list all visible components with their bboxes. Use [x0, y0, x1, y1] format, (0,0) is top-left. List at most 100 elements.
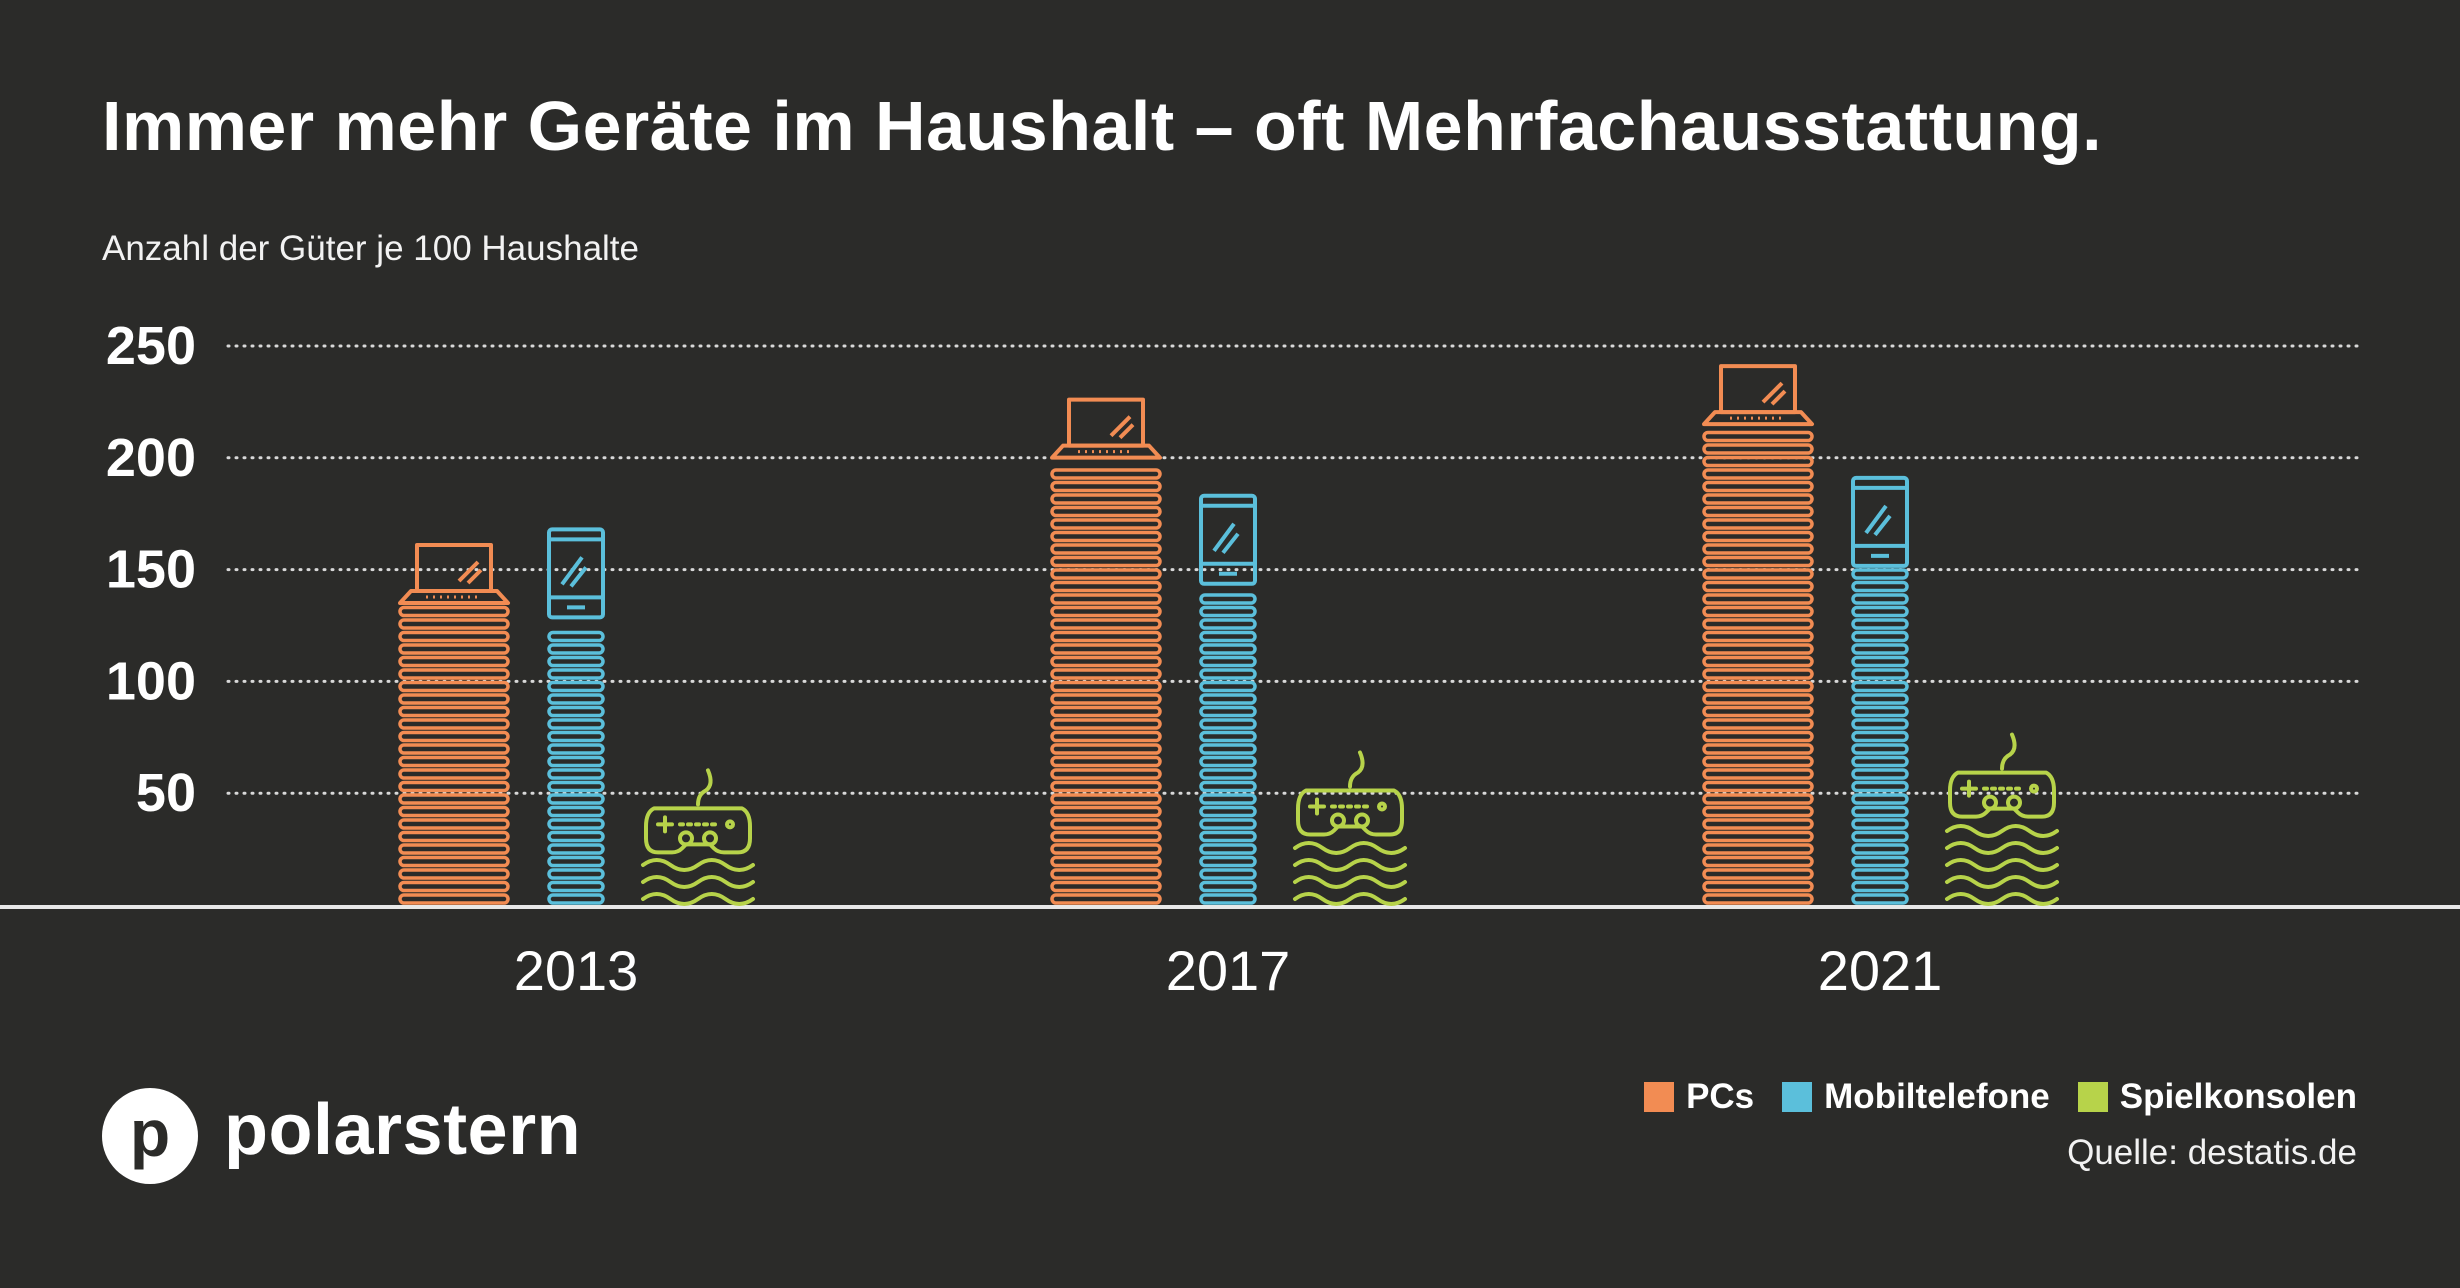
stack-line	[1293, 841, 1407, 855]
stack-line	[1050, 643, 1162, 655]
stack-line	[1851, 680, 1909, 693]
stack-line	[398, 618, 510, 630]
stack-line	[1050, 880, 1162, 893]
stack-line	[1199, 830, 1257, 843]
stack-line	[1851, 618, 1909, 630]
laptop-screen	[1719, 364, 1797, 415]
stack-line	[1293, 892, 1407, 906]
stack-line	[1702, 630, 1814, 643]
stack-line	[398, 730, 510, 743]
bar-group-2013: 2013	[398, 527, 755, 1002]
stack-line	[1050, 555, 1162, 568]
stack-line	[398, 680, 510, 693]
stack-line	[1050, 818, 1162, 830]
bar-stack-spielkonsolen	[1293, 841, 1407, 906]
stack-line	[1851, 693, 1909, 705]
stack-line	[1293, 858, 1407, 872]
bar-spielkonsolen-2013	[641, 768, 755, 906]
stack-line	[1702, 643, 1814, 655]
phone-icon	[1199, 493, 1257, 586]
screen-glare	[1770, 389, 1787, 406]
stack-line	[1702, 755, 1814, 768]
legend-swatch-mobiltelefone	[1782, 1082, 1813, 1112]
stack-line	[1293, 875, 1407, 889]
stack-line	[1851, 780, 1909, 793]
stack-line	[1050, 780, 1162, 793]
stack-line	[1050, 505, 1162, 518]
stack-line	[547, 893, 605, 905]
gamepad-button	[1377, 801, 1387, 812]
stack-line	[1199, 880, 1257, 893]
stack-line	[547, 768, 605, 780]
gamepad-button	[2029, 783, 2039, 794]
stack-line	[398, 693, 510, 705]
stack-line	[1702, 555, 1814, 568]
phone-body	[1199, 493, 1257, 586]
laptop-screen	[415, 543, 493, 594]
stack-line	[1199, 693, 1257, 705]
stack-line	[398, 880, 510, 893]
stack-line	[547, 793, 605, 805]
chart-legend: PCs Mobiltelefone Spielkonsolen	[1644, 1077, 2357, 1117]
stack-line	[1851, 830, 1909, 843]
stack-line	[547, 868, 605, 880]
stack-line	[1199, 768, 1257, 780]
stack-line	[1851, 793, 1909, 805]
stack-line	[398, 705, 510, 718]
stack-line	[1702, 830, 1814, 843]
y-tick-label-150: 150	[106, 540, 196, 600]
bar-stack-pcs	[398, 605, 510, 905]
polarstern-logo-icon: p	[102, 1088, 198, 1184]
stack-line	[1702, 768, 1814, 780]
stack-line	[1199, 618, 1257, 630]
stack-line	[1050, 855, 1162, 868]
stack-line	[547, 630, 605, 643]
stack-line	[547, 730, 605, 743]
stack-line	[1851, 805, 1909, 818]
phone-icon	[1851, 475, 1909, 568]
stack-line	[1199, 668, 1257, 680]
stack-line	[1702, 655, 1814, 668]
bar-stack-spielkonsolen	[641, 858, 755, 906]
stack-line	[1199, 868, 1257, 880]
y-tick-label-200: 200	[106, 428, 196, 488]
stack-line	[1945, 892, 2059, 906]
x-tick-label-2021: 2021	[1818, 939, 1943, 1002]
stack-line	[1199, 818, 1257, 830]
laptop-base	[398, 589, 510, 606]
bar-pcs-2013	[398, 543, 510, 905]
stack-line	[1702, 880, 1814, 893]
screen-glare	[569, 566, 588, 588]
stack-line	[398, 843, 510, 855]
bar-pcs-2017	[1050, 397, 1162, 905]
stack-line	[1851, 593, 1909, 605]
laptop-icon	[398, 543, 510, 606]
legend-swatch-pcs	[1644, 1082, 1675, 1112]
stack-line	[1050, 805, 1162, 818]
stack-line	[641, 892, 755, 906]
stack-line	[547, 755, 605, 768]
stack-line	[1702, 493, 1814, 505]
laptop-screen	[1067, 397, 1145, 448]
stack-line	[1702, 868, 1814, 880]
stack-line	[1851, 755, 1909, 768]
gamepad-cable	[1348, 750, 1365, 789]
stack-line	[641, 858, 755, 872]
stack-line	[1050, 718, 1162, 730]
stack-line	[1702, 680, 1814, 693]
y-tick-label-100: 100	[106, 651, 196, 711]
stack-line	[547, 680, 605, 693]
stack-line	[1050, 605, 1162, 618]
stack-line	[1050, 768, 1162, 780]
stack-line	[1702, 743, 1814, 755]
stack-line	[1199, 680, 1257, 693]
stack-line	[1851, 643, 1909, 655]
stack-line	[398, 605, 510, 618]
stack-line	[398, 855, 510, 868]
stack-line	[1702, 730, 1814, 743]
stack-line	[1702, 793, 1814, 805]
stack-line	[1851, 743, 1909, 755]
stack-line	[1851, 630, 1909, 643]
stack-line	[1199, 893, 1257, 905]
